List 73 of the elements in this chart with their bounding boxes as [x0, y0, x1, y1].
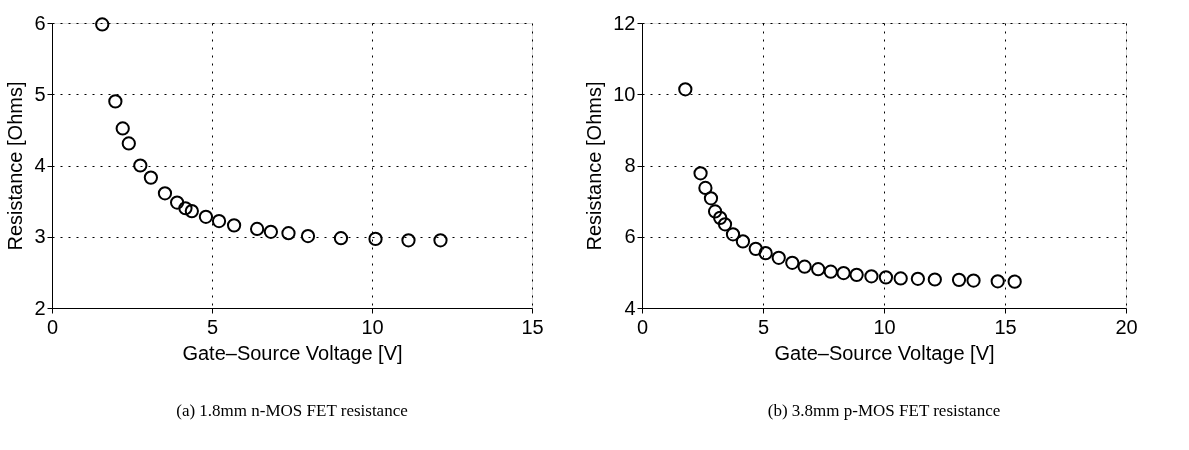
- point: [713, 210, 728, 225]
- point: [263, 224, 278, 239]
- x-tick-label: 0: [46, 315, 59, 338]
- point: [95, 17, 110, 32]
- point: [703, 191, 719, 206]
- point: [771, 250, 786, 265]
- point: [758, 246, 773, 261]
- y-tick-label: 6: [624, 225, 636, 248]
- point: [864, 269, 879, 284]
- point: [811, 262, 826, 277]
- point: [121, 136, 136, 151]
- point: [1007, 274, 1022, 289]
- point: [143, 170, 158, 185]
- x-axis-title: Gate–Source Voltage [V]: [774, 341, 995, 364]
- x-tick-label: 5: [206, 315, 219, 338]
- point: [300, 228, 316, 244]
- point: [698, 180, 713, 196]
- x-tick-label: 15: [994, 315, 1017, 338]
- point: [198, 209, 214, 224]
- point: [333, 231, 349, 246]
- point: [951, 272, 967, 287]
- x-tick-label: 10: [361, 315, 384, 338]
- point: [226, 218, 242, 233]
- x-tick-label: 15: [521, 315, 544, 338]
- point: [748, 241, 763, 256]
- y-axis-title: Resistance [Ohms]: [583, 81, 606, 251]
- x-axis-title: Gate–Source Voltage [V]: [182, 341, 403, 364]
- point: [836, 265, 851, 281]
- point: [170, 195, 185, 210]
- point: [966, 273, 981, 288]
- y-tick-label: 12: [613, 11, 636, 34]
- point: [281, 226, 296, 241]
- point: [717, 217, 733, 232]
- point: [184, 203, 199, 219]
- text: (b) 3.8mm p-MOS FET resistance: [767, 401, 1001, 420]
- y-axis-title: Resistance [Ohms]: [4, 81, 27, 251]
- point: [250, 221, 265, 237]
- point: [368, 231, 383, 246]
- point: [990, 274, 1005, 289]
- y-tick-label: 6: [34, 11, 46, 34]
- point: [133, 158, 148, 173]
- point: [823, 264, 838, 279]
- y-tick-label: 4: [624, 296, 636, 319]
- point: [707, 204, 723, 219]
- text: (a) 1.8mm n-MOS FET resistance: [176, 401, 408, 420]
- point: [785, 255, 800, 270]
- y-tick-label: 4: [34, 154, 46, 176]
- y-tick-label: 5: [34, 82, 46, 105]
- point: [115, 121, 130, 136]
- point: [878, 270, 894, 285]
- point: [725, 227, 741, 242]
- point: [849, 267, 864, 282]
- y-tick-label: 2: [34, 296, 46, 319]
- point: [927, 272, 942, 287]
- point: [157, 186, 173, 201]
- x-tick-label: 0: [636, 315, 649, 338]
- point: [678, 82, 693, 97]
- point: [910, 271, 925, 286]
- y-tick-label: 10: [613, 82, 636, 105]
- x-tick-label: 10: [873, 315, 896, 338]
- point: [693, 166, 708, 181]
- point: [178, 201, 193, 216]
- point: [735, 234, 751, 249]
- point: [401, 233, 416, 248]
- x-tick-label: 5: [757, 315, 770, 338]
- point: [893, 271, 908, 286]
- point: [797, 259, 812, 274]
- point: [211, 213, 227, 229]
- point: [433, 233, 448, 248]
- y-tick-label: 3: [34, 225, 46, 248]
- x-tick-label: 20: [1115, 315, 1138, 338]
- point: [108, 94, 123, 109]
- y-tick-label: 8: [624, 154, 636, 176]
